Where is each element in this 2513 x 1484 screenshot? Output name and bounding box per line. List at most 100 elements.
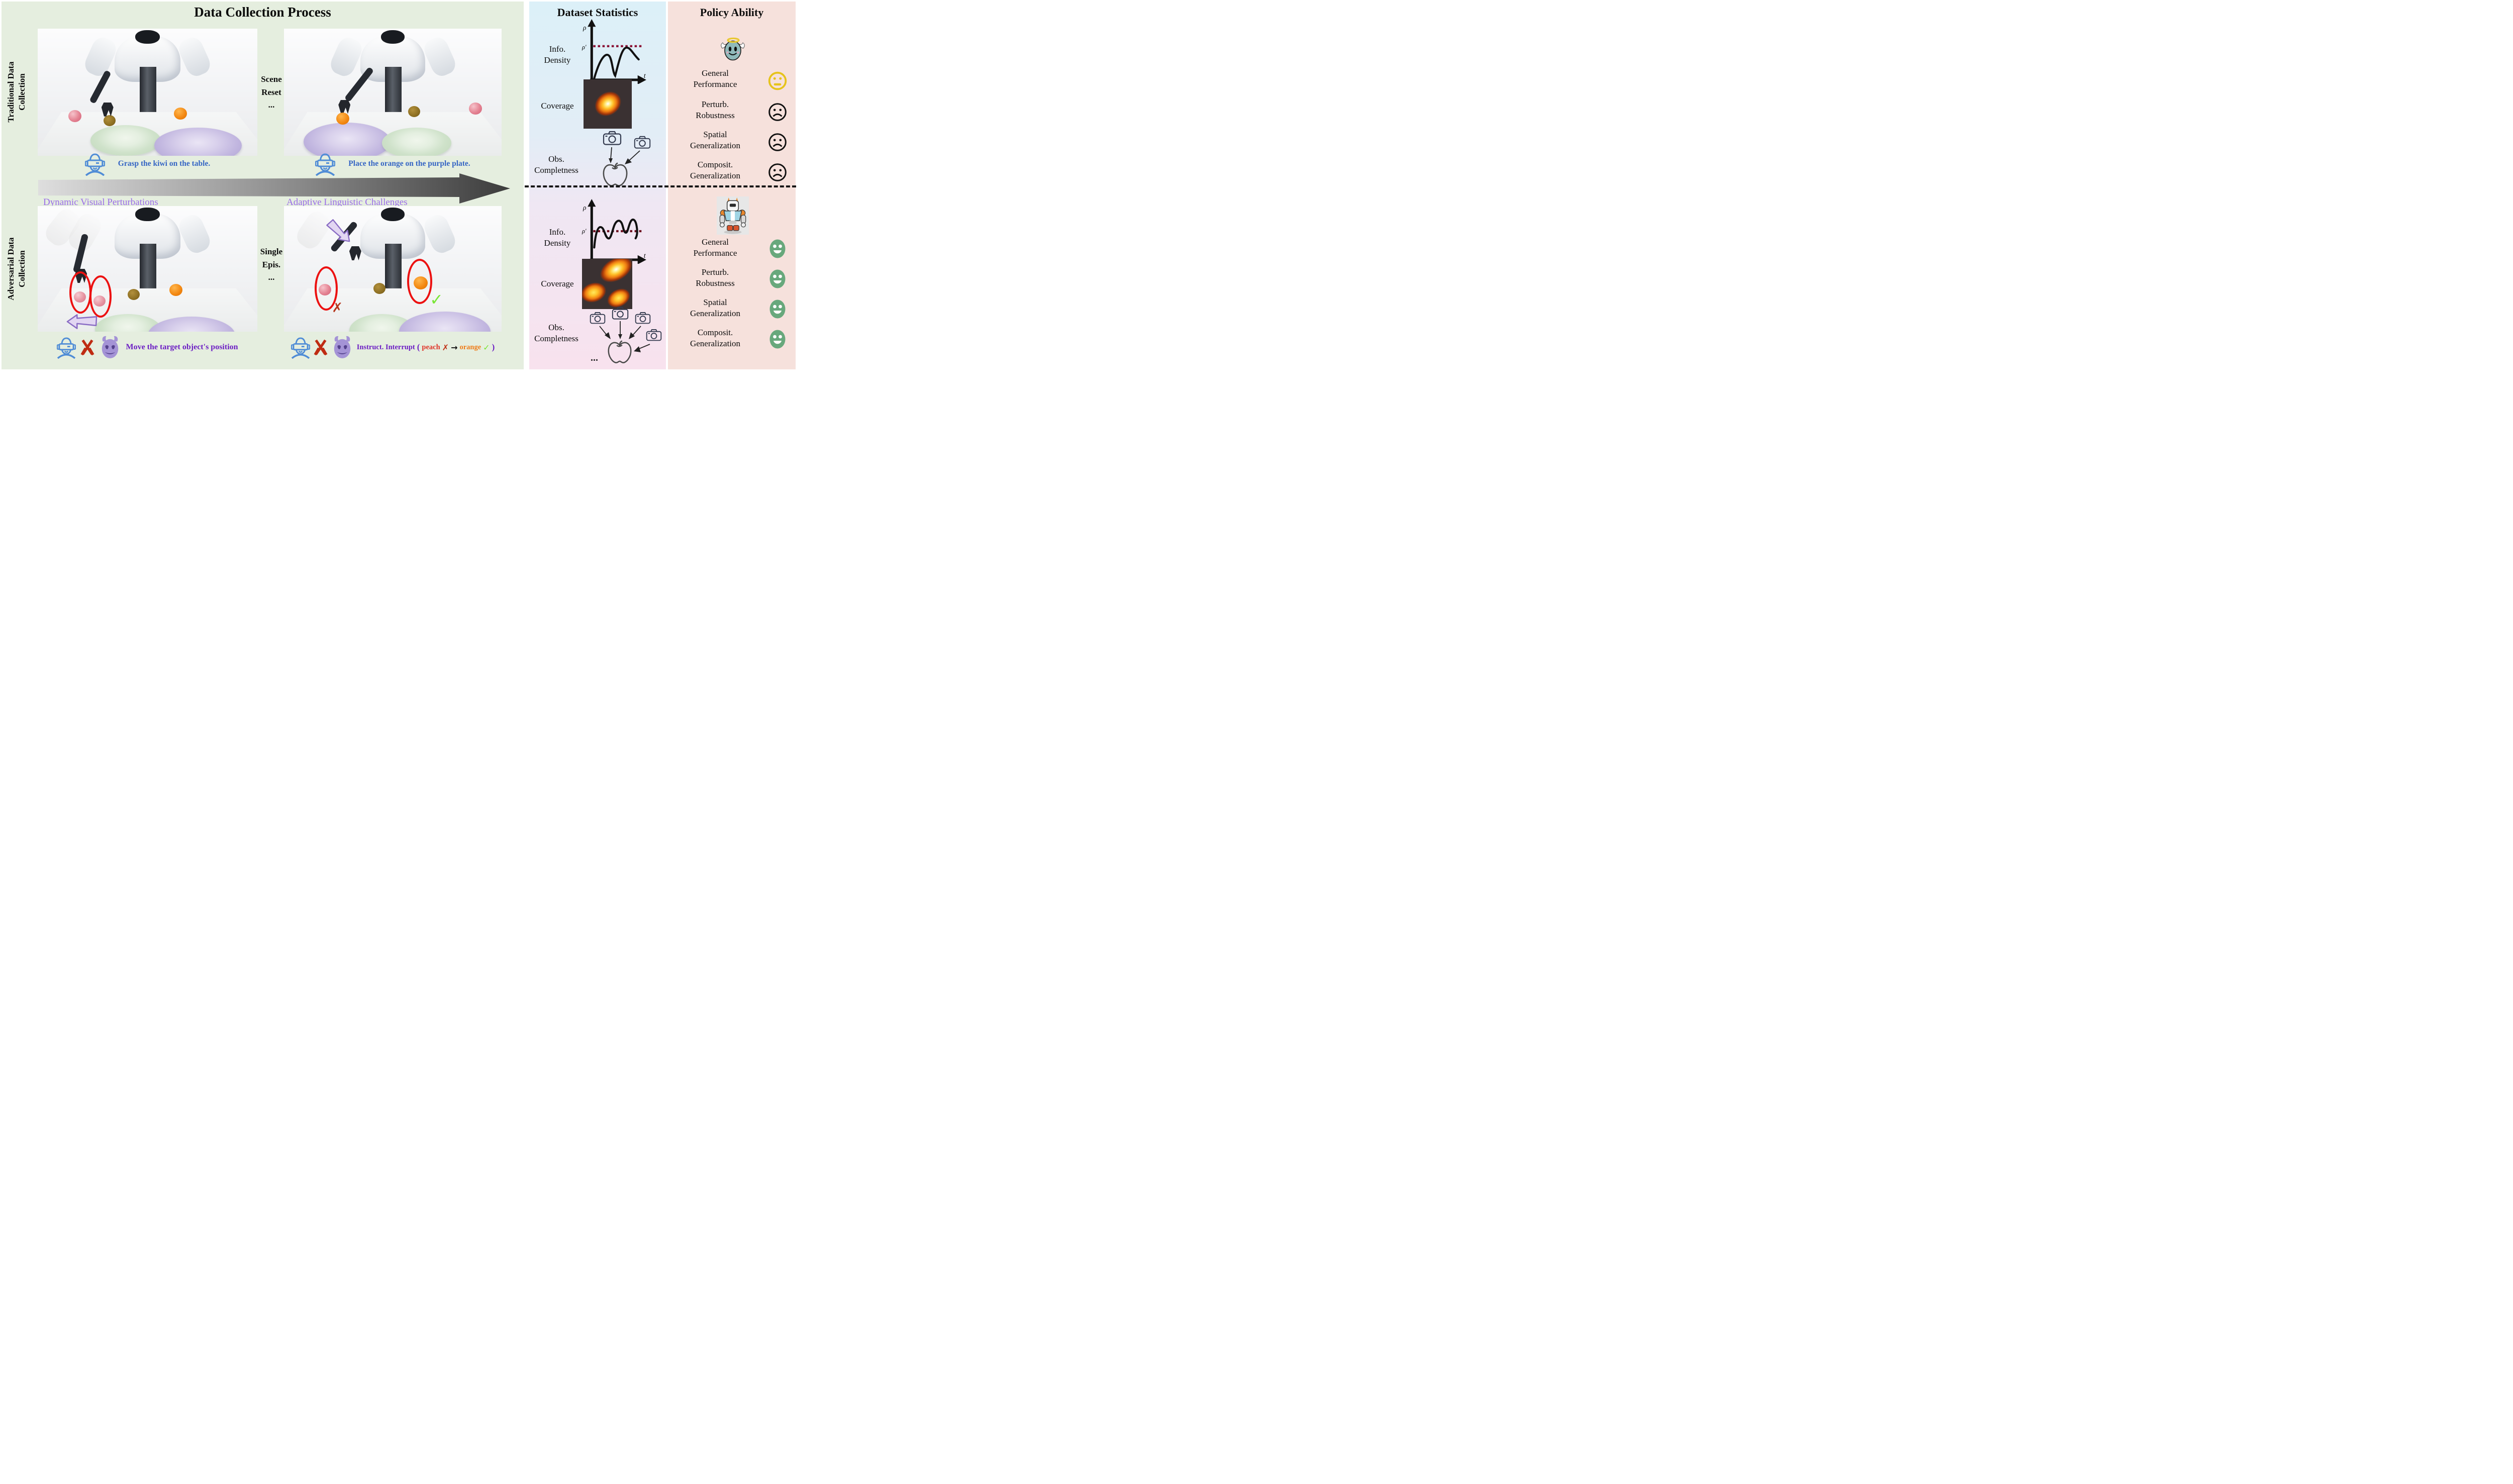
kiwi	[408, 106, 420, 118]
green-plate	[381, 128, 452, 156]
robot-left-arm	[327, 34, 365, 79]
check-glyph: ✓	[483, 342, 490, 352]
dataset-statistics-panel: Dataset Statistics Info. Density ρ ρ′ t …	[529, 2, 666, 369]
flow-arrow	[38, 173, 510, 204]
neutral-face-icon	[768, 71, 787, 90]
coverage-heatmap-adversarial	[582, 259, 632, 309]
happy-face-icon	[769, 269, 786, 288]
single-episode-note: Single Epis. ...	[260, 247, 283, 282]
info-density-plot-traditional: ρ ρ′ t	[582, 19, 646, 84]
caption-instruction-interrupt: Instruct. Interrupt ( peach ✗ → orange ✓…	[284, 332, 502, 363]
obs-completness-label-bottom: Obs. Completness	[534, 323, 578, 344]
kiwi	[373, 282, 385, 294]
obs-diagram-adversarial: ...	[578, 306, 663, 368]
apple-icon	[608, 340, 632, 363]
heat-blob	[584, 79, 632, 128]
no-vr-cross-icon	[314, 339, 328, 356]
caption-rich-text: Instruct. Interrupt ( peach ✗ → orange ✓…	[357, 342, 495, 352]
photo-adversarial-move-object	[38, 206, 257, 332]
wrong-x-annotation: ✗	[332, 301, 343, 316]
vr-user-icon	[57, 337, 76, 359]
happy-face-icon	[769, 239, 786, 258]
robot-head	[380, 207, 405, 221]
devil-icon	[102, 336, 119, 358]
sad-face-icon	[768, 103, 787, 121]
coverage-heatmap-traditional	[584, 79, 632, 129]
red-circle-peach	[314, 266, 338, 311]
data-collection-process-panel: Data Collection Process Traditional Data…	[2, 2, 524, 369]
caption-move-object: Move the target object's position	[38, 332, 257, 363]
purple-plate	[154, 128, 242, 156]
robot-right-arm	[421, 212, 458, 256]
caption-grasp-kiwi: Grasp the kiwi on the table.	[38, 150, 257, 177]
orange	[173, 107, 187, 120]
robot-head	[135, 207, 160, 221]
orange	[169, 284, 183, 296]
correct-object-word: orange	[459, 343, 481, 351]
adversarial-row-label: Adversarial Data Collection	[6, 237, 27, 301]
happy-face-icon	[769, 330, 786, 349]
svg-text:ρ′: ρ′	[582, 228, 587, 235]
caption-text: Place the orange on the purple plate.	[348, 159, 470, 168]
view-arrows	[609, 147, 640, 164]
vr-user-icon	[315, 153, 336, 176]
figure-page: Data Collection Process Traditional Data…	[0, 0, 797, 371]
svg-text:ρ: ρ	[583, 24, 586, 31]
peach	[469, 102, 482, 115]
green-plate	[90, 125, 161, 156]
wrong-object-word: peach	[422, 343, 440, 351]
caption-place-orange: Place the orange on the purple plate.	[284, 150, 502, 177]
policy-row-perturb-robustness: Perturb. Robustness	[696, 100, 735, 121]
photo-traditional-place-orange	[284, 29, 502, 156]
paren-open: (	[417, 342, 420, 352]
devil-icon	[334, 336, 351, 358]
svg-text:ρ: ρ	[583, 204, 586, 211]
dynamic-perturbations-label: Dynamic Visual Perturbations	[43, 197, 158, 208]
angel-face-icon	[720, 37, 745, 61]
robot-gripper	[349, 246, 361, 260]
to-arrow-glyph: →	[451, 342, 458, 352]
obs-diagram-traditional	[586, 128, 661, 187]
interrupt-prefix: Instruct. Interrupt	[356, 343, 415, 351]
ellipsis: ...	[591, 352, 598, 363]
traditional-row-label: Traditional Data Collection	[6, 61, 27, 123]
vr-user-icon	[291, 337, 310, 359]
wrong-x-glyph: ✗	[442, 342, 449, 352]
robot-head	[380, 30, 405, 44]
orange-held	[336, 112, 349, 125]
robot-avatar	[717, 196, 749, 235]
happy-face-icon	[769, 300, 786, 319]
peach	[68, 110, 82, 122]
no-vr-cross-icon	[80, 339, 94, 356]
photo-traditional-grasp-kiwi	[38, 29, 257, 156]
robot-head	[135, 30, 160, 44]
info-density-plot-adversarial: ρ ρ′ t	[582, 199, 646, 264]
obs-completness-label-top: Obs. Completness	[534, 154, 578, 175]
policy-row-perturb-robustness: Perturb. Robustness	[696, 267, 735, 288]
policy-row-spatial-generalization: Spatial Generalization	[690, 130, 741, 151]
robot-left-arm	[81, 34, 119, 79]
stats-title: Dataset Statistics	[557, 6, 638, 19]
photo-adversarial-instruction-interrupt: ✗ ✓	[284, 206, 502, 332]
kiwi	[128, 289, 140, 300]
kiwi	[104, 115, 116, 127]
purple-plate	[303, 123, 391, 156]
coverage-label-top: Coverage	[541, 101, 574, 111]
sad-face-icon	[768, 163, 787, 181]
caption-text: Grasp the kiwi on the table.	[118, 159, 211, 168]
policy-row-general-performance: General Performance	[693, 68, 737, 89]
info-density-label-bottom: Info. Density	[544, 227, 571, 248]
robot-gripper	[338, 100, 351, 114]
process-title: Data Collection Process	[194, 5, 331, 20]
scene-reset-note: Scene Reset ...	[261, 74, 282, 110]
info-density-label-top: Info. Density	[544, 44, 571, 65]
vr-user-icon	[84, 153, 105, 176]
policy-row-composit-generalization: Composit. Generalization	[690, 328, 741, 349]
traditional-adversarial-divider	[525, 185, 796, 187]
view-arrows	[599, 321, 650, 352]
sad-face-icon	[768, 133, 787, 151]
policy-row-spatial-generalization: Spatial Generalization	[690, 298, 741, 319]
svg-text:ρ′: ρ′	[582, 44, 587, 51]
svg-text:t: t	[644, 72, 646, 79]
caption-text: Move the target object's position	[126, 343, 238, 351]
